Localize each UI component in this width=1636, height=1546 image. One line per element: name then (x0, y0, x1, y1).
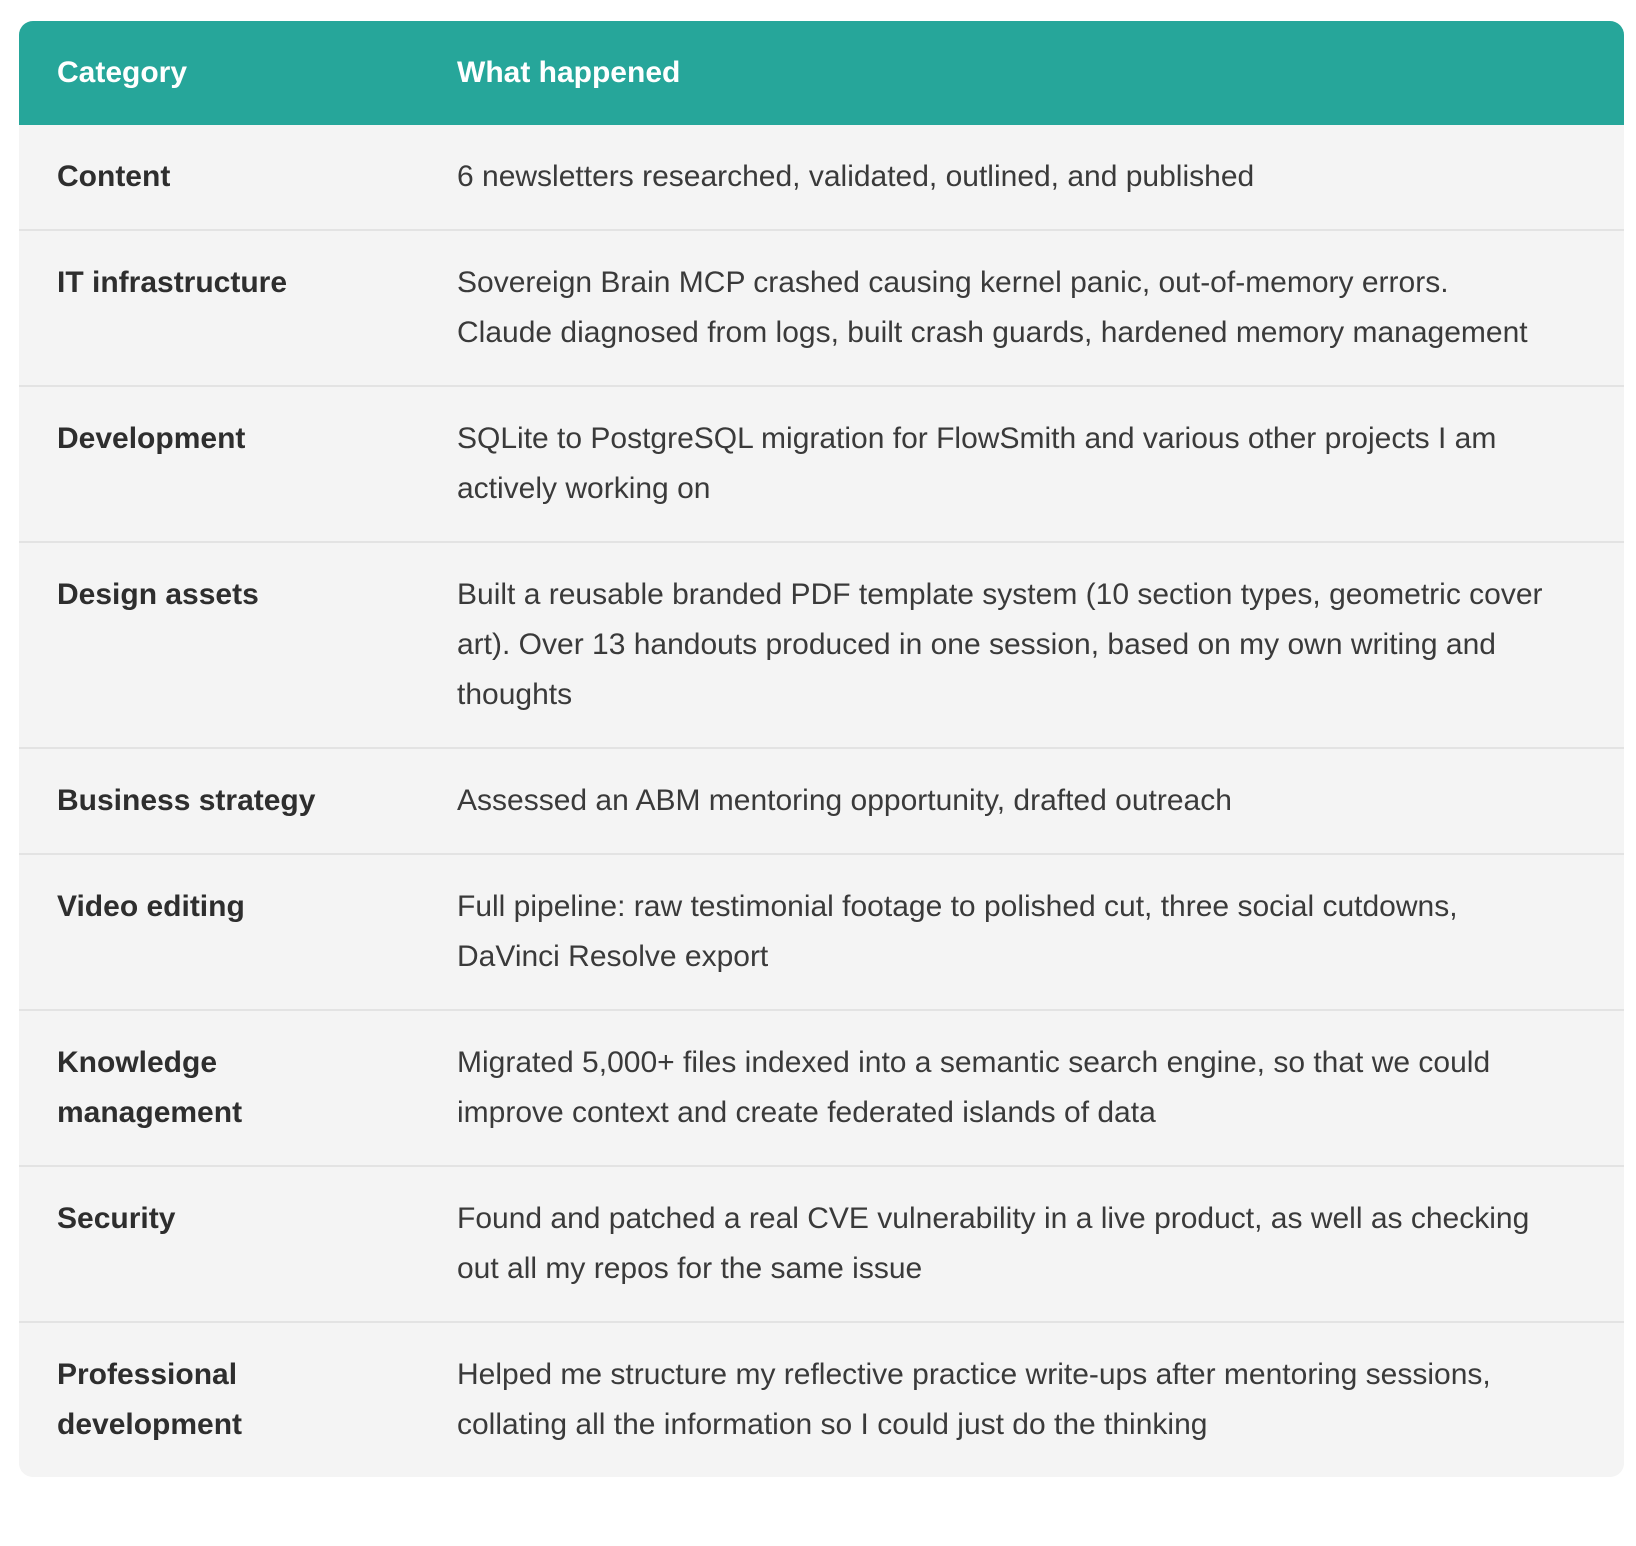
category-cell: Design assets (19, 541, 419, 747)
table-body: Content 6 newsletters researched, valida… (19, 125, 1624, 1477)
what-happened-cell: Found and patched a real CVE vulnerabili… (419, 1165, 1624, 1321)
what-happened-cell: Migrated 5,000+ files indexed into a sem… (419, 1009, 1624, 1165)
category-cell: Business strategy (19, 747, 419, 853)
table-row: Business strategy Assessed an ABM mentor… (19, 747, 1624, 853)
table-row: Content 6 newsletters researched, valida… (19, 125, 1624, 229)
category-cell: Development (19, 385, 419, 541)
column-header-what-happened: What happened (419, 21, 1624, 125)
category-cell: Professional development (19, 1321, 419, 1477)
category-cell: Content (19, 125, 419, 229)
what-happened-cell: SQLite to PostgreSQL migration for FlowS… (419, 385, 1624, 541)
table-row: Knowledge management Migrated 5,000+ fil… (19, 1009, 1624, 1165)
summary-table: Category What happened Content 6 newslet… (19, 21, 1624, 1477)
table-row: Development SQLite to PostgreSQL migrati… (19, 385, 1624, 541)
table-row: IT infrastructure Sovereign Brain MCP cr… (19, 229, 1624, 385)
category-cell: IT infrastructure (19, 229, 419, 385)
column-header-category: Category (19, 21, 419, 125)
table-row: Design assets Built a reusable branded P… (19, 541, 1624, 747)
summary-table-card: Category What happened Content 6 newslet… (19, 21, 1624, 1477)
what-happened-cell: Full pipeline: raw testimonial footage t… (419, 853, 1624, 1009)
category-cell: Security (19, 1165, 419, 1321)
table-row: Security Found and patched a real CVE vu… (19, 1165, 1624, 1321)
what-happened-cell: Sovereign Brain MCP crashed causing kern… (419, 229, 1624, 385)
what-happened-cell: Helped me structure my reflective practi… (419, 1321, 1624, 1477)
category-cell: Knowledge management (19, 1009, 419, 1165)
table-header-row: Category What happened (19, 21, 1624, 125)
what-happened-cell: 6 newsletters researched, validated, out… (419, 125, 1624, 229)
what-happened-cell: Assessed an ABM mentoring opportunity, d… (419, 747, 1624, 853)
table-row: Professional development Helped me struc… (19, 1321, 1624, 1477)
what-happened-cell: Built a reusable branded PDF template sy… (419, 541, 1624, 747)
category-cell: Video editing (19, 853, 419, 1009)
table-row: Video editing Full pipeline: raw testimo… (19, 853, 1624, 1009)
